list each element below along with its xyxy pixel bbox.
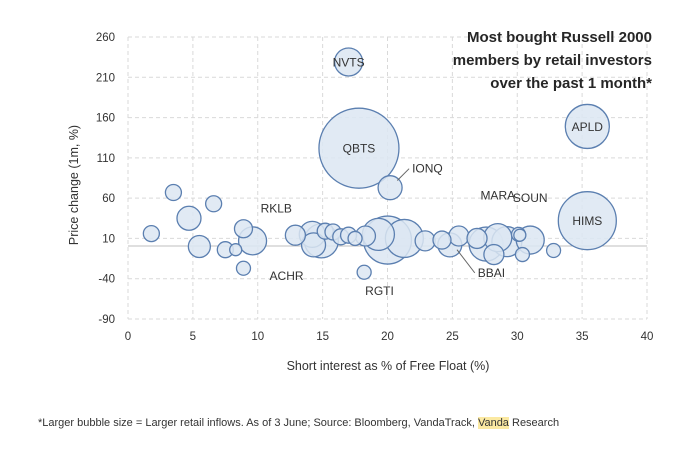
footnote-text-end: Research — [508, 417, 560, 429]
y-axis-label: Price change (1m, %) — [67, 125, 81, 245]
bubble-label-ionq: IONQ — [412, 162, 443, 176]
bubble-hims — [557, 191, 617, 251]
leader-line — [396, 168, 410, 181]
bubble-nvts — [333, 47, 364, 77]
bubble-label-rklb: RKLB — [261, 201, 292, 215]
x-tick-label: 0 — [125, 331, 131, 343]
bubble-label-layer: NVTS QBTS APLD HIMS IONQ RKLB ACHR RGTI BBAI MARA… — [261, 55, 604, 298]
bubble-label-qbts: QBTS — [343, 142, 376, 156]
bubble — [545, 242, 562, 259]
bubble — [233, 219, 254, 239]
bubble — [204, 195, 223, 213]
bubble — [229, 243, 243, 257]
chart-title-line-1: Most bought Russell 2000 — [466, 29, 652, 46]
bubble — [187, 234, 212, 259]
footnote: *Larger bubble size = Larger retail infl… — [38, 417, 559, 429]
bubble-layer — [142, 47, 617, 280]
bubble-label-soun: SOUN — [513, 191, 548, 205]
x-tick-label: 10 — [251, 331, 264, 343]
bubble-apld — [564, 103, 610, 150]
bubble-label-rgti: RGTI — [365, 284, 394, 298]
bubble — [347, 230, 363, 247]
x-tick-label: 5 — [190, 331, 196, 343]
y-tick-label: 210 — [96, 72, 115, 84]
y-tick-label: 60 — [102, 193, 115, 205]
bubble-label-apld: APLD — [572, 120, 604, 134]
bubble — [483, 243, 505, 266]
bubble — [513, 228, 527, 242]
x-tick-label: 40 — [641, 331, 654, 343]
bubble-label-bbai: BBAI — [478, 266, 505, 280]
y-tick-label: -40 — [98, 274, 115, 286]
bubble-label-achr: ACHR — [270, 269, 304, 283]
x-axis-label: Short interest as % of Free Float (%) — [287, 359, 490, 373]
bubble-label-hims: HIMS — [572, 214, 602, 228]
chart-title-line-3: over the past 1 month* — [490, 75, 652, 92]
y-tick-label: 110 — [97, 153, 115, 165]
bubble-qbts — [318, 107, 400, 189]
x-tick-labels: 0 5 10 15 20 25 30 35 40 — [125, 331, 654, 343]
x-tick-label: 30 — [511, 331, 524, 343]
x-tick-label: 25 — [446, 331, 459, 343]
footnote-text: *Larger bubble size = Larger retail infl… — [38, 417, 478, 429]
x-tick-label: 20 — [381, 331, 394, 343]
bubble-label-mara: MARA — [480, 189, 515, 203]
bubble — [432, 230, 452, 250]
footnote-highlight: Vanda — [477, 417, 509, 429]
bubble — [448, 225, 470, 247]
y-tick-labels: 260 210 160 110 60 10 -40 -90 — [96, 32, 115, 326]
bubble — [176, 205, 202, 231]
bubble — [142, 224, 161, 243]
leader-line — [456, 249, 476, 274]
bubble-achr — [300, 232, 327, 258]
bubble — [414, 230, 436, 252]
x-tick-label: 35 — [576, 331, 589, 343]
y-tick-label: 260 — [96, 32, 115, 44]
bubble — [356, 264, 372, 280]
bubble — [284, 224, 307, 246]
bubble-ionq — [377, 175, 403, 201]
y-tick-label: 10 — [102, 233, 115, 245]
y-tick-label: 160 — [96, 113, 115, 125]
y-tick-label: -90 — [98, 314, 115, 326]
bubble-label-nvts: NVTS — [333, 55, 365, 69]
bubble — [514, 246, 531, 263]
chart-title-line-2: members by retail investors — [452, 52, 652, 69]
bubble — [466, 227, 488, 250]
x-tick-label: 15 — [316, 331, 329, 343]
bubble — [164, 183, 183, 202]
bubble — [235, 260, 252, 276]
